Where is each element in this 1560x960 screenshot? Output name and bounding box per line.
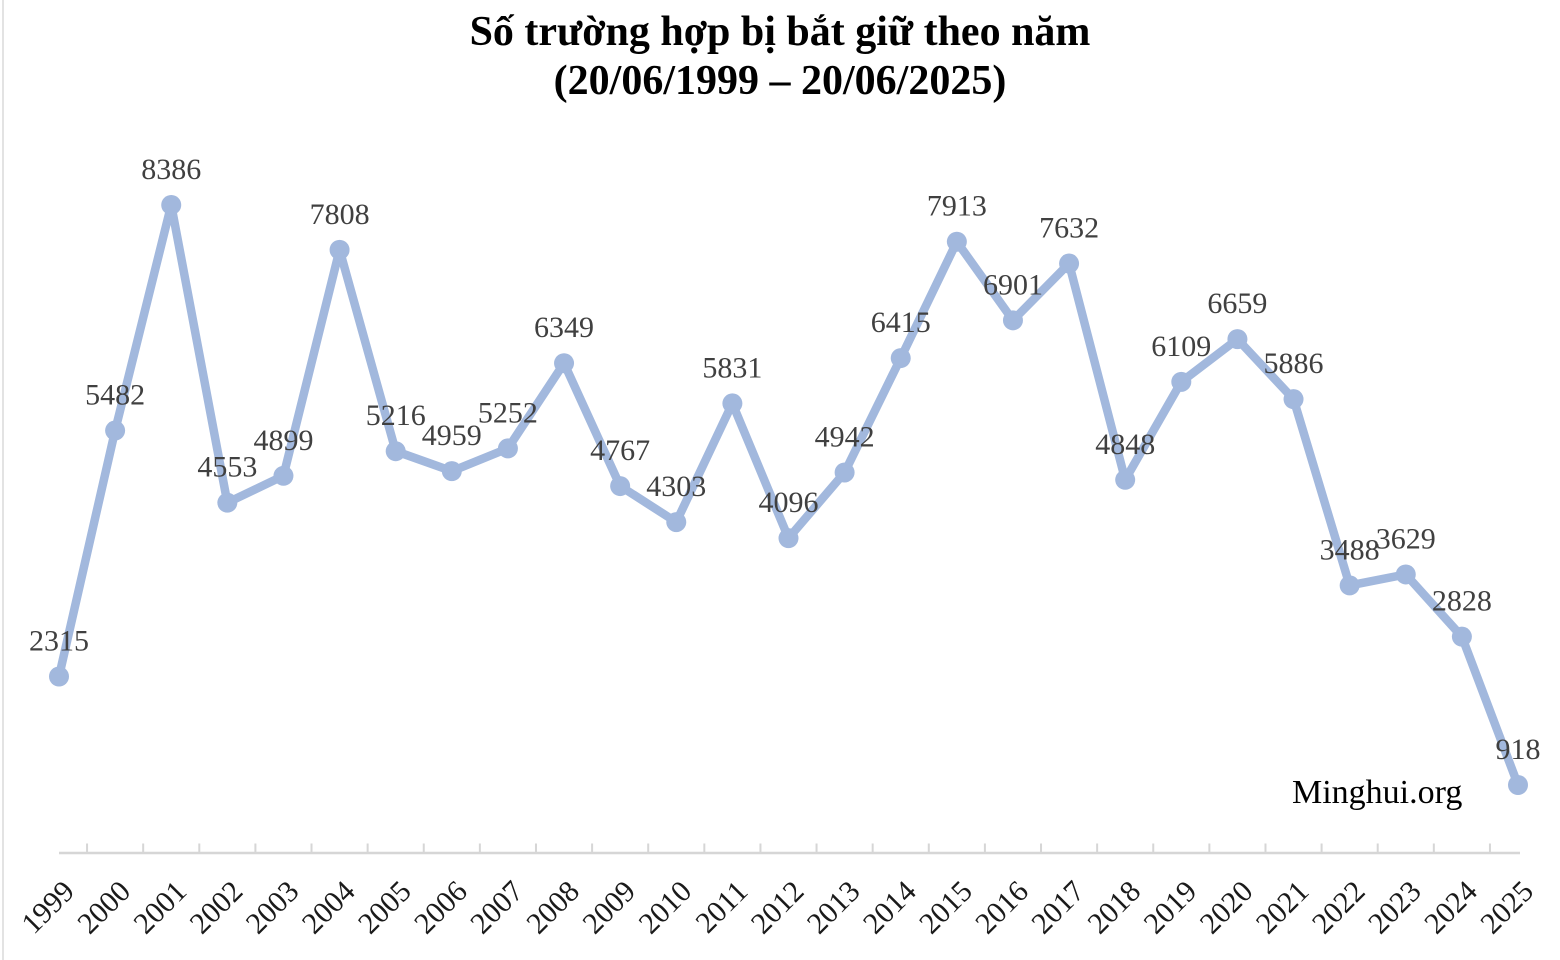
data-point-2002 (217, 492, 238, 513)
x-axis-label-2012: 2012 (745, 875, 811, 941)
data-label-2024: 2828 (1432, 585, 1492, 618)
data-point-2023 (1395, 564, 1416, 585)
x-axis-label-2007: 2007 (464, 875, 530, 941)
data-label-2013: 4942 (815, 420, 875, 453)
data-label-2009: 4767 (590, 434, 650, 467)
data-label-2007: 5252 (478, 396, 538, 429)
data-point-2019 (1171, 371, 1192, 392)
data-label-2018: 4848 (1095, 428, 1155, 461)
data-point-1999 (49, 666, 69, 687)
data-point-2012 (778, 528, 799, 549)
x-axis-label-2001: 2001 (127, 875, 193, 941)
x-axis-label-2004: 2004 (296, 875, 362, 941)
x-axis-label-2023: 2023 (1362, 875, 1428, 941)
data-label-2004: 7808 (310, 198, 370, 231)
data-label-2000: 5482 (85, 379, 145, 412)
data-point-2017 (1059, 253, 1080, 274)
x-axis-label-1999: 1999 (15, 875, 81, 941)
data-label-2023: 3629 (1376, 522, 1436, 555)
data-label-2001: 8386 (141, 153, 201, 186)
data-label-1999: 2315 (29, 625, 89, 658)
x-axis-label-2002: 2002 (184, 875, 250, 941)
x-axis-label-2014: 2014 (857, 875, 923, 941)
data-label-2015: 7913 (927, 190, 987, 223)
x-axis-label-2024: 2024 (1418, 875, 1484, 941)
data-point-2009 (610, 476, 631, 497)
x-axis-label-2013: 2013 (801, 875, 867, 941)
data-point-2015 (946, 231, 967, 252)
x-axis-label-2015: 2015 (913, 875, 979, 941)
data-label-2022: 3488 (1320, 533, 1380, 566)
left-border-line (2, 0, 4, 960)
x-axis-label-2005: 2005 (352, 875, 418, 941)
data-label-2019: 6109 (1151, 330, 1211, 363)
data-label-2021: 5886 (1264, 347, 1324, 380)
x-axis-label-2020: 2020 (1194, 875, 1260, 941)
data-point-2022 (1339, 575, 1360, 596)
data-label-2016: 6901 (983, 268, 1043, 301)
data-point-2010 (666, 512, 687, 533)
x-axis-label-2011: 2011 (689, 875, 754, 940)
x-axis-label-2003: 2003 (240, 875, 306, 941)
data-label-2020: 6659 (1207, 287, 1267, 320)
data-label-2010: 4303 (646, 470, 706, 503)
data-label-2017: 7632 (1039, 212, 1099, 245)
x-axis-label-2010: 2010 (632, 875, 698, 941)
data-point-2011 (722, 393, 743, 414)
x-axis-label-2006: 2006 (408, 875, 474, 941)
data-label-2012: 4096 (759, 486, 819, 519)
x-axis-label-2008: 2008 (520, 875, 586, 941)
data-point-2014 (890, 348, 911, 369)
data-label-2005: 5216 (366, 399, 426, 432)
x-axis-label-2025: 2025 (1474, 875, 1540, 941)
x-axis-label-2018: 2018 (1081, 875, 1147, 941)
data-point-2004 (329, 239, 350, 260)
data-point-2024 (1451, 626, 1472, 647)
data-point-2021 (1283, 389, 1304, 410)
data-label-2008: 6349 (534, 311, 594, 344)
data-point-2005 (385, 441, 406, 462)
data-point-2025 (1508, 775, 1528, 796)
data-point-2001 (161, 194, 182, 215)
data-point-2008 (554, 353, 575, 374)
x-axis-label-2019: 2019 (1137, 875, 1203, 941)
data-label-2011: 5831 (702, 351, 762, 384)
chart-title: Số trường hợp bị bắt giữ theo năm (20/06… (0, 8, 1560, 105)
data-label-2003: 4899 (253, 424, 313, 457)
data-point-2007 (497, 438, 518, 459)
x-axis-label-2009: 2009 (576, 875, 642, 941)
x-axis-label-2017: 2017 (1025, 875, 1091, 941)
data-point-2000 (105, 420, 126, 441)
x-axis-label-2000: 2000 (71, 875, 137, 941)
data-point-2016 (1002, 310, 1023, 331)
data-label-2002: 4553 (197, 451, 257, 484)
chart-title-line1: Số trường hợp bị bắt giữ theo năm (469, 9, 1091, 55)
data-point-2003 (273, 465, 294, 486)
x-axis-label-2022: 2022 (1306, 875, 1372, 941)
data-point-2013 (834, 462, 855, 483)
data-point-2018 (1115, 469, 1136, 490)
data-label-2006: 4959 (422, 419, 482, 452)
watermark-minghui: Minghui.org (1292, 774, 1463, 811)
data-label-2025: 918 (1496, 733, 1541, 766)
x-axis-label-2016: 2016 (969, 875, 1035, 941)
chart-title-line2: (20/06/1999 – 20/06/2025) (553, 57, 1007, 104)
data-label-2014: 6415 (871, 306, 931, 339)
data-point-2006 (441, 461, 462, 482)
x-axis-label-2021: 2021 (1250, 875, 1316, 941)
data-point-2020 (1227, 329, 1248, 350)
